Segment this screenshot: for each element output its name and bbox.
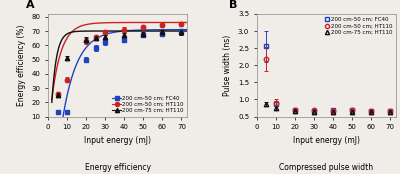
Y-axis label: Pulse width (ns): Pulse width (ns) xyxy=(223,35,232,96)
Text: Energy efficiency: Energy efficiency xyxy=(85,163,150,172)
Text: Compressed pulse width: Compressed pulse width xyxy=(279,163,374,172)
Text: B: B xyxy=(229,0,237,10)
Y-axis label: Energy efficiency (%): Energy efficiency (%) xyxy=(17,25,26,106)
Legend: 200 cm-50 cm; FC40, 200 cm-50 cm; HT110, 200 cm-75 cm; HT110: 200 cm-50 cm; FC40, 200 cm-50 cm; HT110,… xyxy=(112,95,184,114)
X-axis label: Input energy (mJ): Input energy (mJ) xyxy=(84,136,151,145)
X-axis label: Input energy (mJ): Input energy (mJ) xyxy=(293,136,360,145)
Legend: 200 cm-50 cm; FC40, 200 cm-50 cm; HT110, 200 cm-75 cm; HT110: 200 cm-50 cm; FC40, 200 cm-50 cm; HT110,… xyxy=(324,17,393,36)
Text: A: A xyxy=(26,0,34,10)
